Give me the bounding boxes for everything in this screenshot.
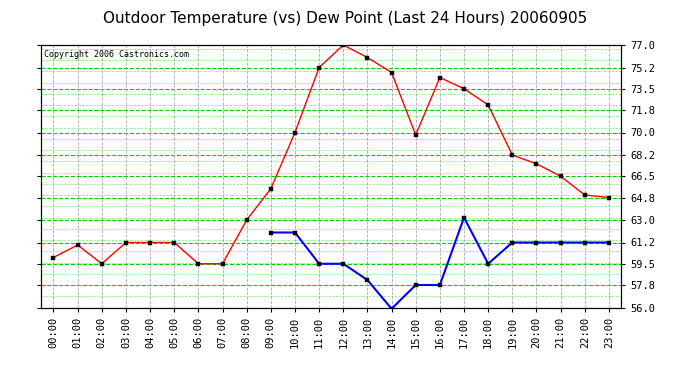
Text: Outdoor Temperature (vs) Dew Point (Last 24 Hours) 20060905: Outdoor Temperature (vs) Dew Point (Last… xyxy=(103,11,587,26)
Text: Copyright 2006 Castronics.com: Copyright 2006 Castronics.com xyxy=(44,50,189,59)
